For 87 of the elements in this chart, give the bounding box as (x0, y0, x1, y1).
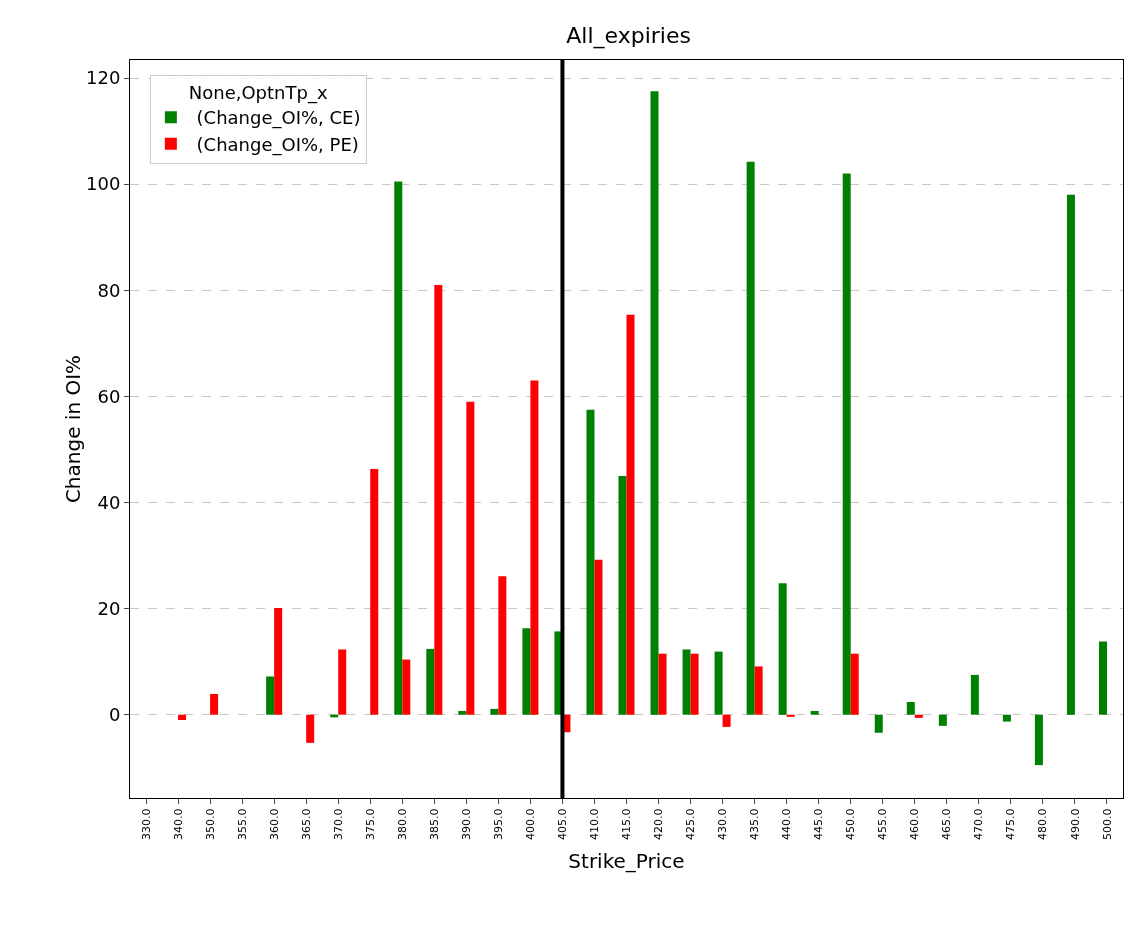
x-tick-label: 430.0 (716, 808, 730, 840)
x-tick-label: 350.0 (203, 808, 217, 840)
y-tick-label: 120 (86, 67, 121, 89)
x-tick-label: 400.0 (523, 808, 537, 840)
x-tick-label: 450.0 (844, 808, 858, 840)
x-tick-label: 480.0 (1036, 808, 1050, 840)
x-tick-label: 395.0 (491, 808, 505, 840)
bar (658, 653, 667, 715)
bar (1098, 641, 1107, 715)
x-tick-label: 425.0 (684, 808, 698, 840)
legend-label: (Change_OI%, PE) (190, 133, 359, 156)
legend-label: (Change_OI%, CE) (190, 107, 361, 130)
y-tick-label: 20 (97, 597, 121, 619)
bar (434, 284, 443, 715)
y-axis-title: Change in OI% (61, 354, 85, 504)
x-tick-label: 465.0 (940, 808, 954, 840)
y-tick-label: 0 (108, 704, 121, 725)
bar (778, 583, 787, 715)
bar (1034, 714, 1043, 766)
bar (594, 559, 603, 715)
chart-title: All_expiries (566, 23, 691, 50)
bar (1002, 714, 1011, 722)
x-tick-label: 455.0 (876, 808, 890, 840)
bar (178, 714, 187, 721)
x-tick-label: 375.0 (363, 808, 377, 840)
x-tick-label: 420.0 (652, 808, 666, 840)
y-tick-label: 60 (97, 385, 121, 407)
x-tick-label: 360.0 (267, 808, 281, 840)
bar (810, 710, 819, 715)
bar (370, 469, 379, 715)
bar (906, 701, 915, 715)
x-tick-label: 435.0 (748, 808, 762, 840)
bar (914, 714, 923, 718)
x-tick-label: 445.0 (812, 808, 826, 840)
bar (746, 161, 755, 715)
x-tick-label: 365.0 (299, 808, 313, 840)
bar (754, 666, 763, 715)
bar (490, 708, 499, 715)
bar (586, 409, 595, 715)
bar (1066, 194, 1075, 715)
bar (458, 710, 467, 715)
bar (938, 714, 947, 726)
bar (690, 653, 699, 715)
y-tick-label: 80 (97, 279, 121, 301)
bar (786, 714, 795, 717)
bar (618, 475, 627, 715)
bar (338, 649, 347, 715)
bar (626, 314, 635, 715)
bar (522, 628, 531, 715)
x-tick-label: 440.0 (780, 808, 794, 840)
legend-title: None,OptnTp_x (188, 82, 328, 105)
bar (274, 608, 283, 715)
bar (650, 91, 659, 715)
x-tick-label: 415.0 (620, 808, 634, 840)
y-tick-label: 40 (97, 491, 121, 513)
bar (466, 401, 475, 715)
bar (874, 714, 883, 733)
bar (402, 659, 411, 715)
bar (722, 714, 731, 727)
x-tick-label: 390.0 (459, 808, 473, 840)
bar (426, 648, 435, 715)
x-tick-label: 500.0 (1100, 808, 1114, 840)
x-tick-label: 330.0 (139, 808, 153, 840)
bar (266, 676, 275, 715)
x-tick-label: 370.0 (331, 808, 345, 840)
x-tick-label: 385.0 (427, 808, 441, 840)
x-tick-label: 410.0 (588, 808, 602, 840)
bar (210, 694, 219, 715)
x-tick-label: 405.0 (556, 808, 570, 840)
x-axis-title: Strike_Price (568, 849, 685, 873)
x-tick-label: 460.0 (908, 808, 922, 840)
x-tick-label: 380.0 (395, 808, 409, 840)
x-tick-label: 490.0 (1068, 808, 1082, 840)
bar (842, 173, 851, 715)
bar (394, 181, 403, 715)
bar (714, 651, 723, 715)
bar (682, 649, 691, 715)
bar (530, 380, 539, 715)
x-tick-label: 470.0 (972, 808, 986, 840)
bar (498, 576, 507, 715)
y-tick-label: 100 (86, 173, 121, 195)
x-tick-label: 355.0 (235, 808, 249, 840)
bar (970, 674, 979, 715)
bar (850, 653, 859, 715)
x-tick-label: 475.0 (1004, 808, 1018, 840)
x-tick-label: 340.0 (171, 808, 185, 840)
bar (306, 714, 315, 743)
